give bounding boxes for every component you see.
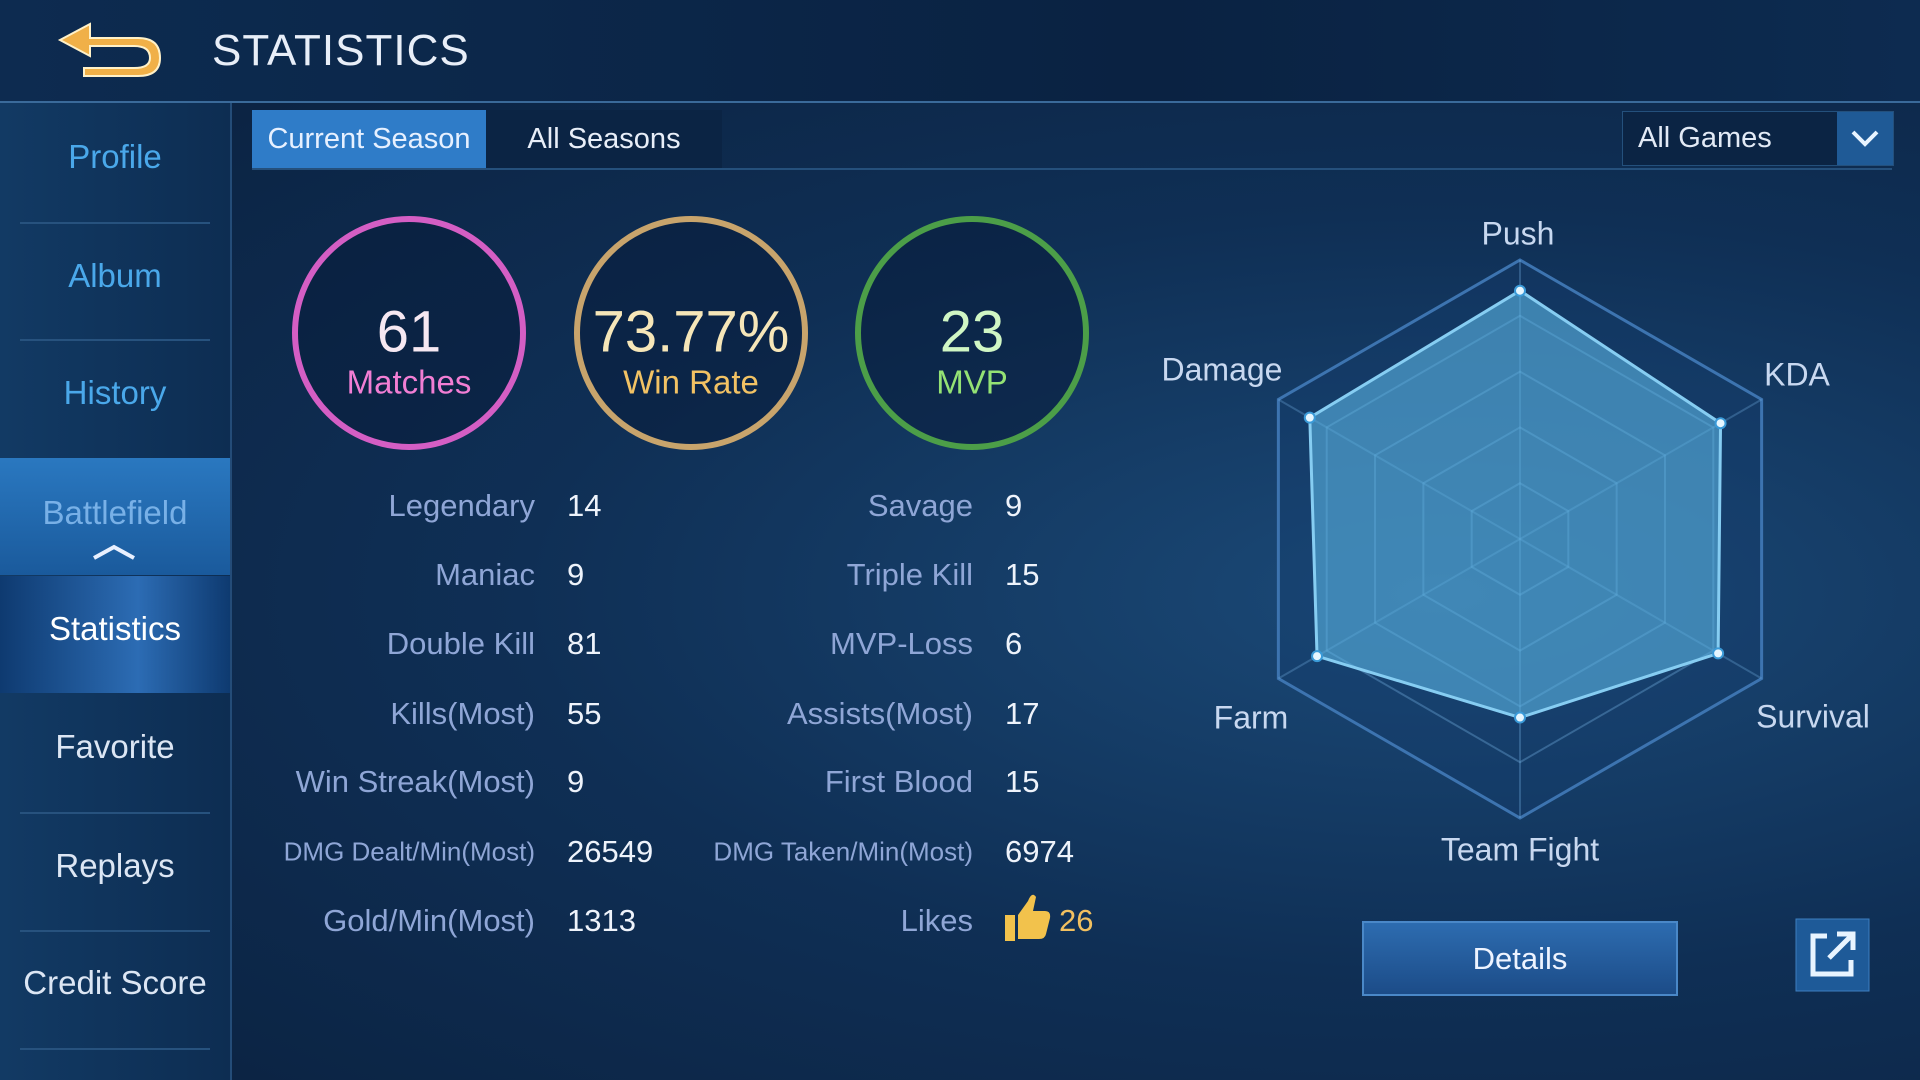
stat-label: Maniac	[435, 557, 535, 592]
stat-value: 6	[1005, 626, 1023, 661]
battlefield-highlight	[0, 458, 230, 575]
radar-point	[1714, 417, 1727, 430]
header	[0, 0, 1920, 103]
sidebar-separator	[20, 222, 210, 224]
stat-value: 17	[1005, 696, 1040, 731]
stat-value: 6974	[1005, 834, 1074, 869]
stat-label: Double Kill	[386, 626, 535, 661]
sidebar-separator	[20, 339, 210, 341]
summary-label: Matches	[347, 364, 472, 401]
stat-label: Triple Kill	[846, 557, 973, 592]
filter-dropdown[interactable]: All Games	[1622, 111, 1894, 166]
sidebar-item[interactable]: Credit Score	[23, 964, 207, 1001]
sidebar-item[interactable]: Profile	[68, 138, 162, 175]
page-title: STATISTICS	[212, 26, 470, 75]
radar-point	[1303, 411, 1316, 424]
sidebar-item[interactable]: Replays	[55, 847, 175, 884]
stat-value: 9	[1005, 488, 1023, 523]
back-button[interactable]	[50, 16, 166, 78]
filter-label: All Games	[1638, 122, 1772, 154]
radar-point	[1311, 650, 1324, 663]
summary-value: 73.77%	[593, 299, 790, 364]
radar-axis-label: Survival	[1756, 698, 1870, 734]
sidebar-item[interactable]: Statistics	[48, 610, 182, 647]
radar-axis-label: Push	[1482, 215, 1555, 251]
stat-value: 15	[1005, 557, 1040, 592]
dropdown-button	[1837, 112, 1893, 165]
radar-axis-label: Damage	[1162, 351, 1283, 387]
stat-label: Savage	[867, 488, 973, 523]
summary-value: 61	[377, 299, 442, 364]
stat-value: 26549	[567, 834, 654, 869]
stat-label: First Blood	[824, 764, 973, 799]
radar-point	[1712, 647, 1725, 660]
summary-ring	[855, 216, 1089, 450]
stat-value: 81	[567, 626, 602, 661]
stat-label: DMG Taken/Min(Most)	[713, 836, 973, 867]
sidebar-separator	[20, 812, 210, 814]
radar-axis-label: Farm	[1214, 699, 1289, 735]
summary-value: 23	[940, 299, 1005, 364]
stat-label: Likes	[900, 903, 973, 938]
details-label: Details	[1472, 941, 1568, 976]
sidebar-item[interactable]: Album	[68, 257, 162, 294]
radar-axis-label: KDA	[1764, 356, 1830, 392]
stat-label: Assists(Most)	[787, 696, 973, 731]
sidebar-item[interactable]: History	[63, 374, 167, 411]
radar-point	[1514, 711, 1526, 724]
tab-current-season[interactable]: Current Season	[252, 110, 486, 168]
stat-label: Legendary	[388, 488, 535, 523]
stat-label: DMG Dealt/Min(Most)	[283, 836, 535, 867]
sidebar-item[interactable]: Battlefield	[42, 494, 188, 531]
stat-value: 9	[567, 557, 585, 592]
tab-underline	[252, 168, 1892, 170]
stat-value: 1313	[567, 903, 636, 938]
share-button[interactable]	[1795, 918, 1870, 992]
likes-icon	[1005, 894, 1051, 941]
stat-value: 9	[567, 764, 585, 799]
stat-label: Kills(Most)	[390, 696, 535, 731]
summary-label: Win Rate	[623, 364, 759, 401]
stat-label: Gold/Min(Most)	[323, 903, 535, 938]
details-button[interactable]: Details	[1362, 921, 1678, 996]
stat-value: 55	[567, 696, 602, 731]
sidebar-separator	[20, 930, 210, 932]
stat-label: Win Streak(Most)	[295, 764, 535, 799]
sidebar-separator	[20, 1048, 210, 1050]
radar-point	[1514, 284, 1526, 297]
summary-ring	[292, 216, 526, 450]
stat-value: 15	[1005, 764, 1040, 799]
stat-value: 14	[567, 488, 602, 523]
stat-value: 26	[1059, 903, 1094, 938]
summary-label: MVP	[936, 364, 1008, 401]
statistics-highlight	[0, 576, 230, 693]
tab-all-seasons[interactable]: All Seasons	[486, 110, 722, 168]
dropdown-arrow	[1851, 130, 1879, 147]
stat-label: MVP-Loss	[830, 626, 973, 661]
summary-ring	[574, 216, 808, 450]
collapse-arrow	[93, 544, 135, 560]
sidebar-item[interactable]: Favorite	[55, 728, 175, 765]
radar-axis-label: Team Fight	[1441, 831, 1599, 867]
